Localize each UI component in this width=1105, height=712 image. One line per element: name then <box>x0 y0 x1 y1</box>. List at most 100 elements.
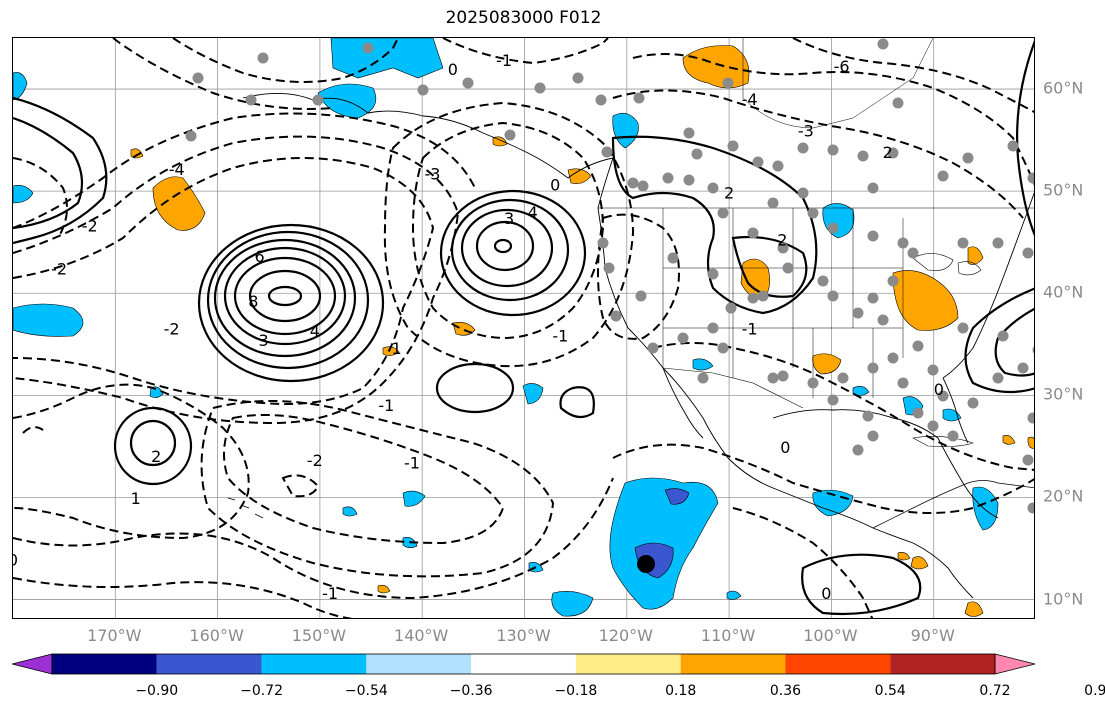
contour-line <box>383 101 635 368</box>
contour-line <box>801 553 922 616</box>
colorbar-cell <box>52 654 157 674</box>
shade-patch <box>382 346 400 356</box>
station-dot <box>887 352 899 364</box>
contour-line <box>460 208 554 288</box>
florida <box>942 377 969 444</box>
latitude-label: 20°N <box>1043 486 1084 506</box>
station-dot <box>852 444 864 456</box>
contour-line <box>13 577 354 618</box>
shade-patch <box>1002 435 1016 445</box>
station-dot <box>597 237 609 249</box>
colorbar-tick-label: −0.90 <box>135 683 179 699</box>
longitude-label: 170°W <box>87 626 142 645</box>
cuba <box>912 436 974 447</box>
contour-line <box>442 38 609 65</box>
shade-patch <box>377 584 391 594</box>
contour-label: -2 <box>82 216 98 235</box>
contour-label: 2 <box>724 184 734 203</box>
station-dot <box>947 430 959 442</box>
contour-label: -1 <box>552 327 568 346</box>
station-dot <box>767 372 779 384</box>
contour-line <box>559 386 595 419</box>
station-dot <box>797 142 809 154</box>
station-dot <box>962 152 974 164</box>
shade-patch <box>551 591 594 617</box>
contour-label: 1 <box>131 489 141 508</box>
station-dot <box>504 129 516 141</box>
contour-line <box>223 246 347 346</box>
contour-label: -1 <box>742 320 758 339</box>
longitude-label: 160°W <box>189 626 244 645</box>
contour-line <box>493 238 513 254</box>
station-dot <box>747 227 759 239</box>
map-panel[interactable]: 68431-121-2-2-2340-1-1-3-4-4-3-6222-1000… <box>12 37 1035 619</box>
contour-line <box>994 307 1034 377</box>
contour-line <box>435 362 515 414</box>
colorbar-extend-high <box>994 653 1036 675</box>
station-dot <box>610 310 622 322</box>
longitude-label: 150°W <box>291 626 347 645</box>
longitude-label: 100°W <box>803 626 858 645</box>
shade-patch <box>964 601 984 617</box>
shade-patch <box>522 383 544 405</box>
latitude-label: 40°N <box>1043 282 1084 302</box>
station-dot <box>707 182 719 194</box>
station-dot <box>777 370 789 382</box>
station-dot <box>1027 412 1034 424</box>
contour-line <box>475 220 535 272</box>
latitude-label: 10°N <box>1043 589 1084 609</box>
contour-label: 8 <box>248 292 258 311</box>
contour-line <box>22 426 44 434</box>
station-dot <box>867 292 879 304</box>
station-dot <box>867 182 879 194</box>
shade-patch <box>402 490 426 507</box>
colorbar-tick-label: −0.18 <box>554 683 598 699</box>
station-dot <box>683 127 695 139</box>
great-lakes <box>912 253 982 276</box>
station-dot <box>867 362 879 374</box>
station-dot <box>807 377 819 389</box>
station-dot <box>892 97 904 109</box>
contour-label: -1 <box>378 396 394 415</box>
contour-line <box>13 116 84 230</box>
station-dot <box>967 397 979 409</box>
contour-line <box>611 135 818 315</box>
east-coast <box>942 192 1034 379</box>
station-dot <box>1022 454 1034 466</box>
shade-patch <box>967 246 984 265</box>
colorbar-tick-label: 0.54 <box>874 683 906 699</box>
shade-patch <box>740 258 770 301</box>
colorbar-cell <box>890 654 995 674</box>
station-dot <box>752 156 764 168</box>
station-dot <box>772 160 784 172</box>
contour-line <box>13 477 614 600</box>
contour-line <box>964 287 1034 394</box>
station-dot <box>912 340 924 352</box>
longitude-label: 120°W <box>598 626 653 645</box>
shade-patch <box>910 556 929 570</box>
shade-patch <box>342 506 358 517</box>
gulf-of-mexico-coast <box>772 409 999 519</box>
shade-patch <box>609 477 719 610</box>
contour-line <box>197 223 385 383</box>
station-dot <box>992 237 1004 249</box>
contour-line <box>13 383 250 540</box>
longitude-label: 130°W <box>496 626 551 645</box>
contour-line <box>129 419 177 467</box>
station-dot <box>683 174 695 186</box>
contour-label: -6 <box>834 57 850 76</box>
station-dot <box>747 292 759 304</box>
station-dot <box>827 290 839 302</box>
station-dot <box>757 290 769 302</box>
station-dot <box>937 390 949 402</box>
latitude-label: 30°N <box>1043 384 1084 404</box>
station-dot <box>887 275 899 287</box>
contour-line <box>213 238 357 358</box>
station-dot <box>797 187 809 199</box>
station-dot <box>767 197 779 209</box>
colorbar-tick-label: −0.36 <box>449 683 493 699</box>
contour-label: 2 <box>883 143 893 162</box>
contour-label: -3 <box>424 164 440 183</box>
colorbar-tick-label: −0.54 <box>344 683 388 699</box>
contour-label: 4 <box>310 322 320 341</box>
